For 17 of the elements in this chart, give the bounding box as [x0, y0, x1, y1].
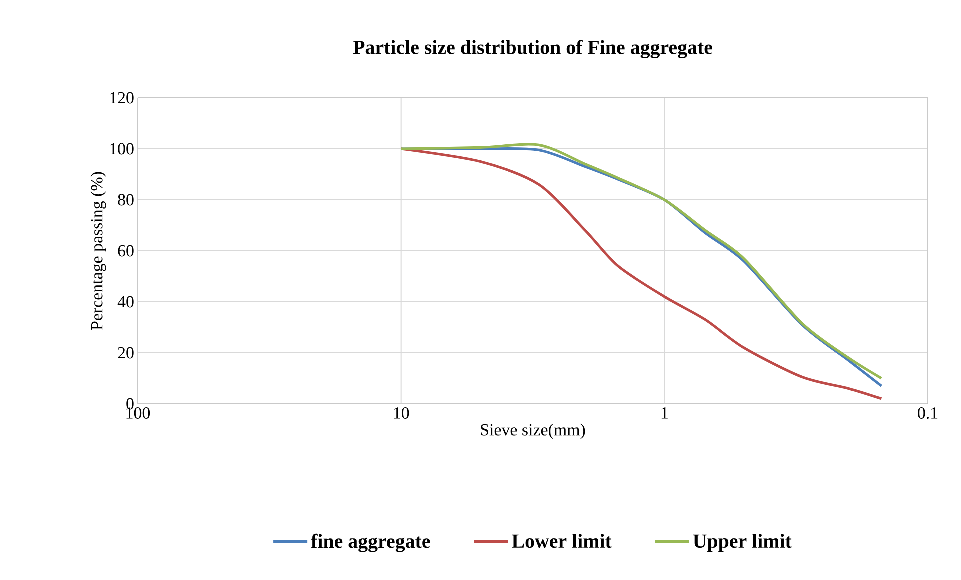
y-tick-label: 120 [110, 92, 134, 104]
y-tick-label: 80 [118, 194, 134, 206]
legend-label: Lower limit [512, 534, 612, 548]
y-tick-label: 40 [118, 296, 134, 308]
x-tick-label: 10 [394, 408, 410, 419]
x-tick-label: 0.1 [918, 408, 938, 420]
y-tick-label: 60 [118, 245, 134, 257]
y-axis-title: Percentage passing (%) [90, 172, 106, 330]
legend-label: Upper limit [693, 534, 792, 552]
y-tick-label: 100 [110, 143, 134, 155]
y-tick-label: 0 [126, 398, 134, 410]
y-tick-label: 20 [118, 347, 134, 359]
x-tick-label: 1 [662, 408, 668, 419]
x-tick-label: 100 [126, 408, 150, 419]
x-axis-title: Sieve size(mm) [481, 424, 586, 440]
chart-title: Particle size distribution of Fine aggregate [353, 40, 712, 58]
legend-label: fine aggregate [311, 534, 430, 552]
